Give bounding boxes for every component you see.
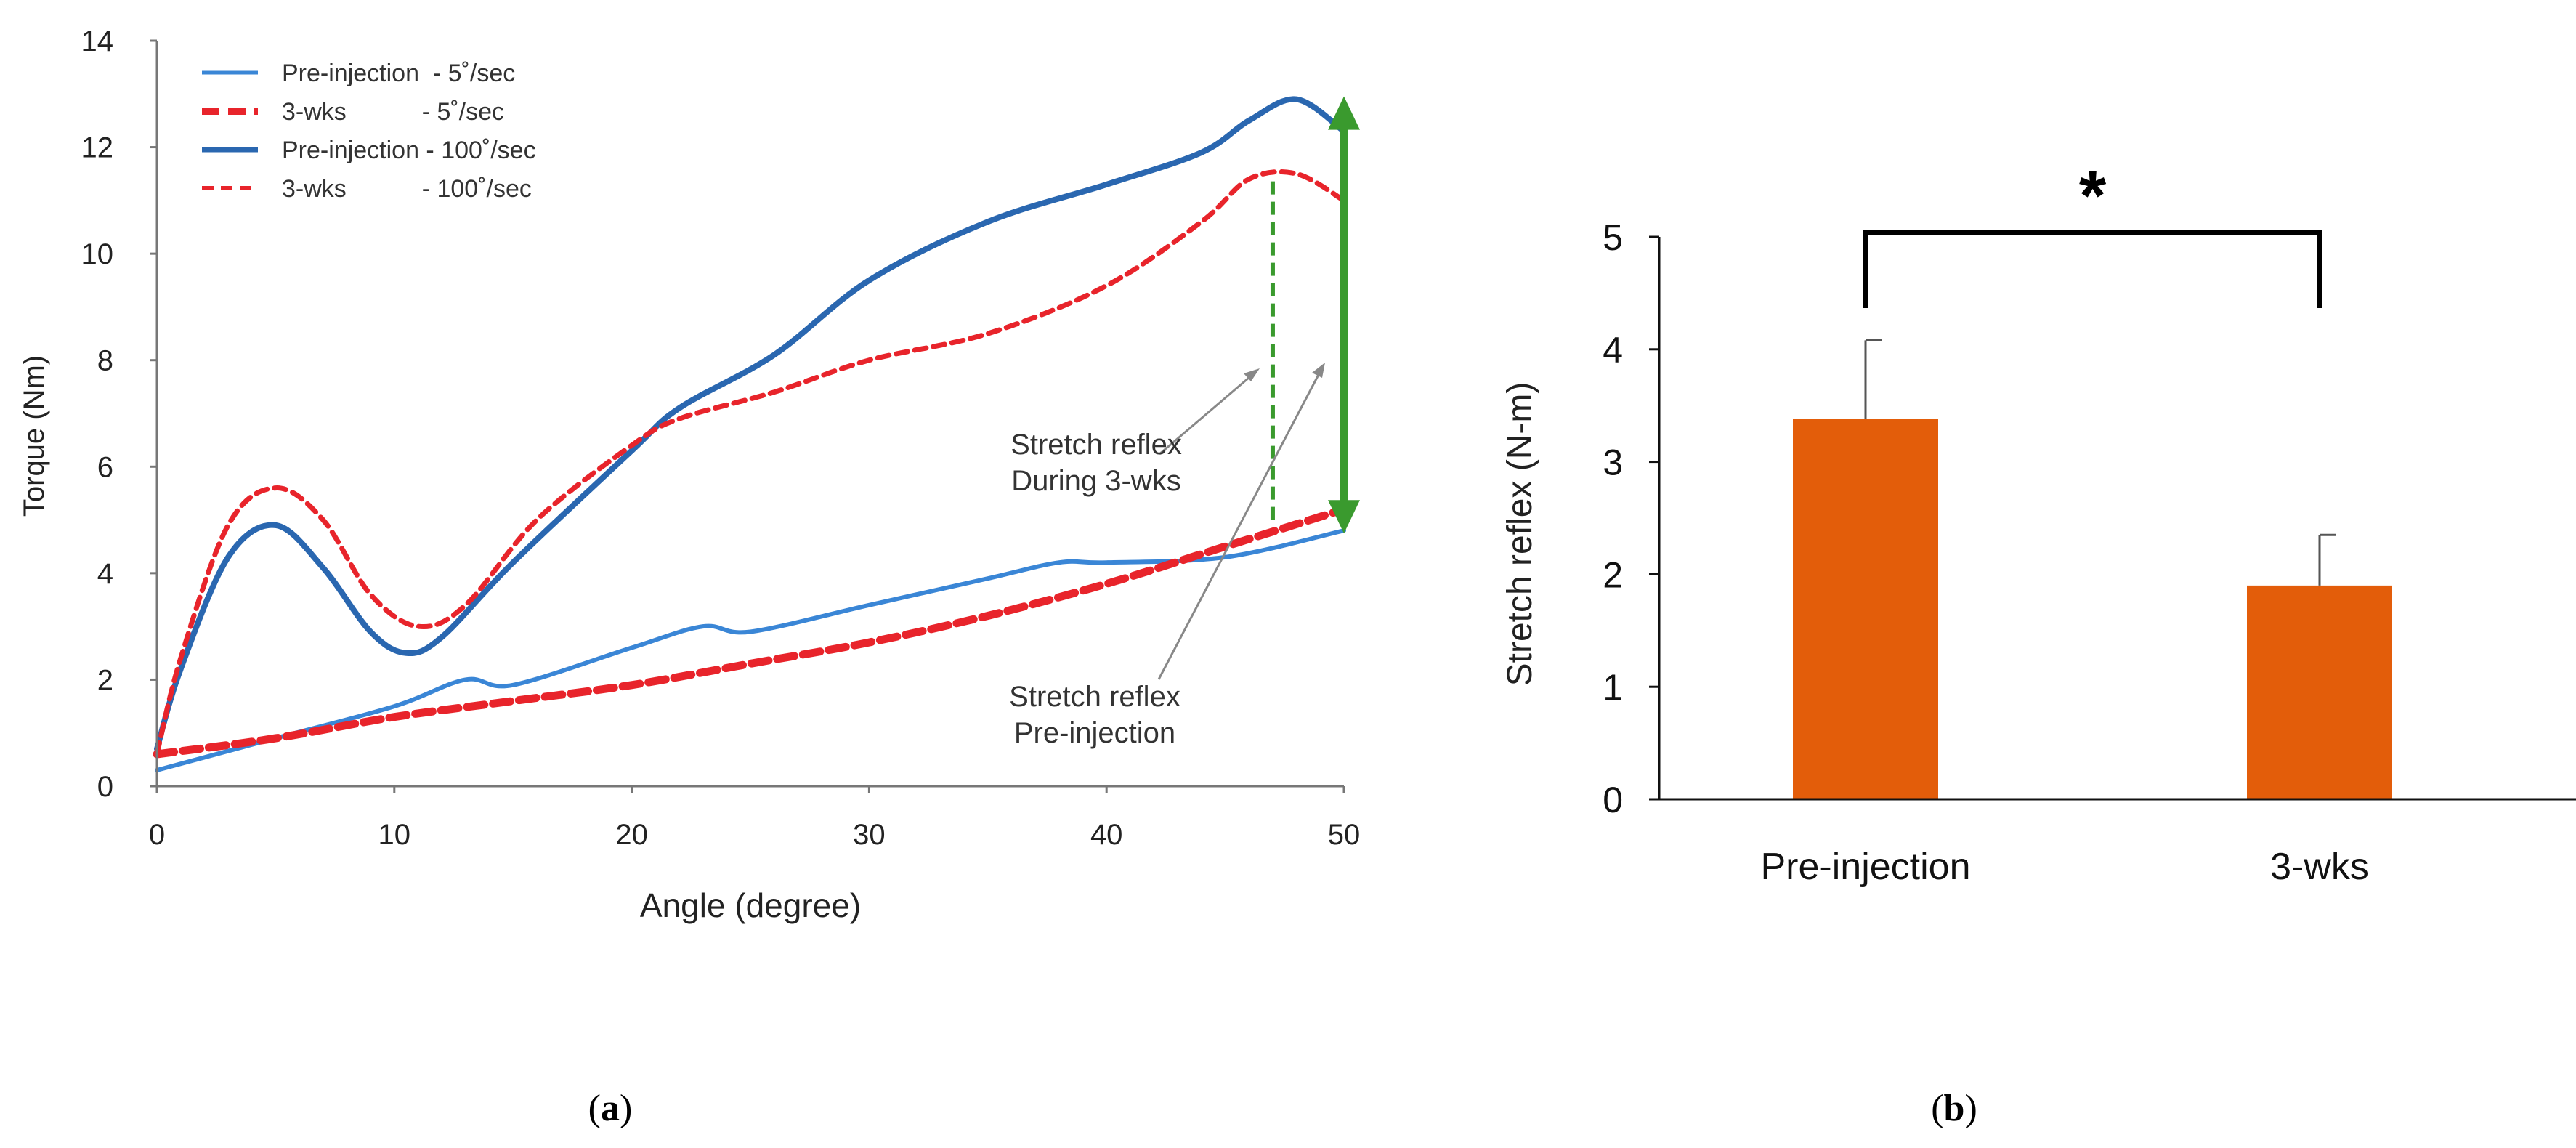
y-tick-label: 0: [1603, 780, 1623, 820]
annotation-line: Pre-injection: [1014, 717, 1175, 749]
y-tick-label: 8: [97, 345, 113, 377]
category-label: 3-wks: [2270, 846, 2369, 888]
y-tick-label: 2: [1603, 554, 1623, 595]
series-line-4: [154, 169, 1347, 757]
line-series-group: [153, 96, 1348, 772]
annotation-arrowhead: [1244, 368, 1260, 381]
significance-star: *: [2079, 157, 2107, 235]
panel-letter: b: [1944, 1088, 1965, 1129]
line-chart-panel: 0 2 4 6 8 10 12 14 0 10 20 30 40 50 Torque (Nm) Angle…: [18, 25, 1360, 924]
arrowhead-down: [1328, 500, 1360, 534]
legend-label: 3-wks - 100˚/sec: [282, 175, 532, 203]
legend-label: Pre-injection - 100˚/sec: [282, 137, 536, 164]
y-tick-label: 14: [81, 25, 114, 57]
y-tick-label: 6: [97, 451, 113, 483]
x-tick-label: 10: [378, 819, 411, 851]
annotation-line: Stretch reflex: [1010, 429, 1182, 461]
tick-labels: Pre-injection 3-wks 0 1 2 3 4 5: [1603, 217, 2369, 888]
annotation-leader: [1159, 372, 1255, 456]
annotation-line: During 3-wks: [1011, 465, 1180, 497]
y-axis-label: Stretch reflex (N-m): [1501, 382, 1539, 687]
bar-chart-panel: Pre-injection 3-wks 0 1 2 3 4 5 Stretch reflex …: [1501, 157, 2576, 888]
annotation-stretch-reflex-pre: Stretch reflex Pre-injection: [1009, 363, 1325, 749]
tick-labels: 0 2 4 6 8 10 12 14 0 10 20 30 40 50: [81, 25, 1361, 851]
y-tick-label: 2: [97, 664, 113, 696]
y-tick-label: 5: [1603, 217, 1623, 258]
legend-label: Pre-injection - 5˚/sec: [282, 60, 515, 87]
significance-bracket: *: [1863, 157, 2322, 308]
panel-label-b: (b): [1931, 1088, 1977, 1129]
legend-label: 3-wks - 5˚/sec: [282, 98, 504, 126]
series-line-1: [155, 528, 1346, 772]
annotation-stretch-reflex-3wks: Stretch reflex During 3-wks: [1010, 368, 1260, 497]
x-tick-label: 40: [1090, 819, 1123, 851]
x-axis-label: Angle (degree): [640, 886, 861, 924]
panel-paren-open: (: [588, 1088, 601, 1129]
annotation-line: Stretch reflex: [1009, 681, 1180, 713]
panel-letter: a: [601, 1088, 620, 1129]
reference-lines: [1270, 96, 1360, 534]
chart-axes: [150, 39, 1345, 793]
annotation-leader: [1157, 370, 1322, 680]
category-label: Pre-injection: [1760, 846, 1970, 888]
panel-paren-close: ): [620, 1088, 632, 1129]
bracket-line: [1863, 230, 2322, 308]
arrowhead-up: [1328, 96, 1360, 130]
y-axis-label: Torque (Nm): [18, 355, 50, 517]
x-tick-label: 30: [853, 819, 886, 851]
x-tick-label: 20: [615, 819, 648, 851]
chart-axes: [1649, 235, 2576, 801]
y-tick-label: 3: [1603, 442, 1623, 483]
y-tick-label: 4: [1603, 330, 1623, 371]
y-tick-label: 0: [97, 771, 113, 803]
y-tick-label: 12: [81, 132, 114, 164]
y-tick-label: 4: [97, 558, 113, 590]
annotation-arrowhead: [1312, 363, 1325, 378]
y-tick-label: 10: [81, 238, 114, 270]
y-tick-label: 1: [1603, 667, 1623, 708]
series-line-2: [153, 505, 1348, 759]
bar: [1793, 419, 1938, 799]
bars: [1793, 339, 2392, 799]
legend: Pre-injection - 5˚/sec 3-wks - 5˚/sec Pre-…: [202, 60, 536, 203]
x-tick-label: 50: [1328, 819, 1361, 851]
bar: [2247, 585, 2392, 799]
panel-paren-open: (: [1931, 1088, 1943, 1129]
panel-label-a: (a): [588, 1088, 633, 1129]
panel-paren-close: ): [1964, 1088, 1977, 1129]
x-tick-label: 0: [149, 819, 165, 851]
